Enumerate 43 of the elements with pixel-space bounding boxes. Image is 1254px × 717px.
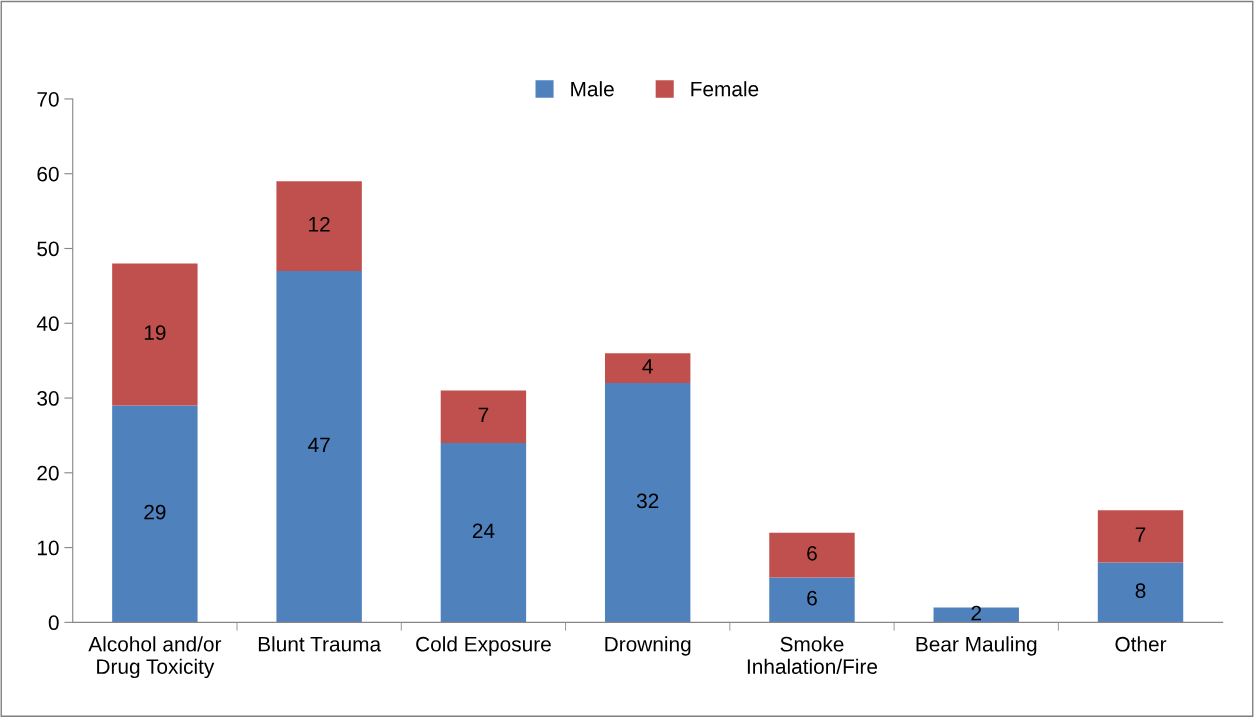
y-tick-label: 20 xyxy=(37,465,59,481)
data-label: 29 xyxy=(144,504,166,520)
data-label: 8 xyxy=(1135,583,1146,599)
y-tick-label: 0 xyxy=(48,615,59,631)
x-tick-label: Smoke Inhalation/Fire xyxy=(747,636,878,674)
bar xyxy=(933,607,1019,623)
data-label: 32 xyxy=(636,493,659,509)
y-tick-label: 10 xyxy=(37,540,59,556)
bar xyxy=(769,577,855,623)
y-tick-label: 30 xyxy=(37,391,59,406)
bar xyxy=(276,181,362,271)
legend-label: Female xyxy=(691,81,759,97)
bar xyxy=(1097,510,1184,563)
data-label: 12 xyxy=(309,216,330,232)
data-label: 6 xyxy=(807,545,817,561)
data-label: 4 xyxy=(642,359,653,374)
y-tick-label: 50 xyxy=(37,241,59,257)
legend-label: Male xyxy=(571,81,614,97)
y-tick-label: 60 xyxy=(37,166,59,182)
x-tick-label: Other xyxy=(1115,636,1167,652)
data-label: 24 xyxy=(472,523,495,539)
data-label: 19 xyxy=(144,325,166,341)
y-tick-label: 40 xyxy=(36,316,59,332)
bar xyxy=(112,405,198,623)
bar xyxy=(112,263,198,406)
x-tick-label: Drowning xyxy=(605,636,691,656)
y-tick-label: 70 xyxy=(37,91,59,107)
bar xyxy=(769,532,855,578)
x-tick-label: Alcohol and/or Drug Toxicity xyxy=(88,636,222,679)
x-tick-label: Bear Mauling xyxy=(916,636,1037,656)
data-label: 6 xyxy=(807,590,817,606)
data-label: 2 xyxy=(971,605,981,621)
bar xyxy=(440,442,527,623)
bar xyxy=(440,390,527,443)
data-label: 47 xyxy=(308,437,330,453)
bar xyxy=(604,353,691,384)
data-label: 7 xyxy=(1135,527,1146,542)
data-label: 7 xyxy=(478,407,489,423)
x-tick-label: Cold Exposure xyxy=(416,636,551,656)
x-tick-label: Blunt Trauma xyxy=(258,636,382,652)
bar xyxy=(604,383,691,623)
bar xyxy=(1097,562,1184,623)
bar xyxy=(276,270,362,623)
